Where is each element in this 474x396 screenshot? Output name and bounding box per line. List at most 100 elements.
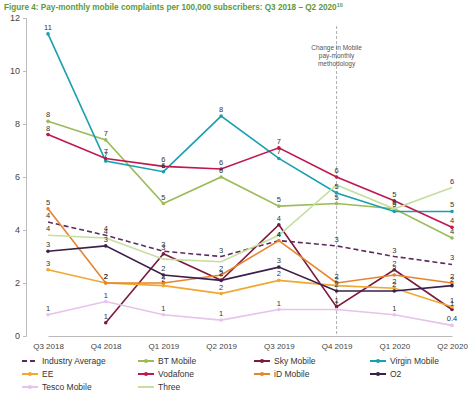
legend-item: O2 — [370, 369, 402, 379]
annotation-text: Change in Mobilepay-monthlymethodology — [311, 44, 362, 68]
series-marker — [277, 223, 281, 227]
chart-svg: Figure 4: Pay-monthly mobile complaints … — [0, 0, 474, 396]
data-label: 4 — [277, 214, 281, 223]
series-line — [48, 185, 452, 262]
legend-item: Vodafone — [138, 369, 194, 379]
y-tick-mark — [23, 177, 26, 178]
data-label: 2 — [161, 272, 165, 281]
data-label: 3 — [46, 259, 50, 268]
data-label: 7 — [277, 147, 281, 156]
x-axis: Q3 2018Q4 2018Q1 2019Q2 2019Q3 2019Q4 20… — [33, 337, 468, 351]
legend-label: Three — [158, 382, 180, 392]
series-marker — [162, 202, 166, 206]
series-marker — [104, 300, 108, 304]
y-tick: 10 — [10, 66, 26, 76]
series-marker — [450, 210, 454, 214]
legend-label: iD Mobile — [274, 369, 310, 379]
data-label: 5 — [46, 198, 50, 207]
data-label: 7 — [104, 129, 108, 138]
series-marker — [335, 308, 339, 312]
x-tick: Q1 2019 — [149, 342, 180, 351]
legend-swatch — [22, 360, 38, 362]
y-tick-mark — [23, 124, 26, 125]
x-axis-line — [49, 336, 453, 337]
y-tick-label: 12 — [10, 13, 20, 23]
legend-swatch — [138, 360, 154, 362]
data-label: 5 — [392, 200, 396, 209]
series-marker — [162, 170, 166, 174]
legend-marker — [28, 372, 32, 376]
series-marker — [277, 308, 281, 312]
data-label: 2 — [450, 275, 454, 284]
data-label: 3 — [46, 240, 50, 249]
x-tick: Q4 2018 — [91, 342, 122, 351]
legend-marker — [260, 359, 264, 363]
data-label: 5 — [334, 193, 338, 202]
data-label: 5 — [334, 182, 338, 191]
x-tick: Q2 2019 — [206, 342, 237, 351]
data-label: 6 — [219, 166, 223, 175]
x-tick: Q4 2019 — [322, 342, 353, 351]
series-marker — [392, 289, 396, 293]
data-label: 4 — [450, 227, 454, 236]
series-marker — [219, 175, 223, 179]
series-marker — [392, 313, 396, 317]
x-tick: Q3 2019 — [264, 342, 295, 351]
series-marker — [104, 321, 108, 325]
data-label: 5 — [450, 200, 454, 209]
series-marker — [277, 239, 281, 243]
y-tick-mark — [23, 283, 26, 284]
legend-label: EE — [42, 369, 54, 379]
y-tick-mark — [23, 336, 26, 337]
data-label: 1 — [392, 304, 396, 313]
series-marker — [277, 279, 281, 283]
series-marker — [162, 252, 166, 256]
data-label: 2 — [219, 269, 223, 278]
data-label: 2 — [392, 264, 396, 273]
legend-swatch — [370, 360, 386, 362]
data-label: 7 — [104, 147, 108, 156]
data-label: 3 — [219, 246, 223, 255]
y-tick-mark — [23, 18, 26, 19]
data-label: 2 — [161, 264, 165, 273]
data-label: 4 — [46, 211, 50, 220]
legend-swatch — [370, 373, 386, 375]
x-tick-label: Q2 2019 — [206, 342, 237, 351]
data-label: 2 — [334, 280, 338, 289]
data-label: 5 — [392, 190, 396, 199]
legend-label: Virgin Mobile — [390, 356, 439, 366]
y-axis: 024681012 — [10, 13, 27, 341]
legend-label: Industry Average — [42, 356, 106, 366]
x-tick-label: Q4 2018 — [91, 342, 122, 351]
series-marker — [104, 138, 108, 142]
legend-swatch — [22, 373, 38, 375]
series-marker — [219, 292, 223, 296]
series-line — [106, 225, 452, 323]
data-label: 4 — [46, 224, 50, 233]
data-label: 1 — [277, 299, 281, 308]
legend-swatch — [138, 373, 154, 375]
data-label: 11 — [44, 23, 52, 32]
series-line — [48, 34, 452, 212]
annotation: Change in Mobilepay-monthlymethodology — [311, 26, 362, 336]
legend-label: O2 — [390, 369, 402, 379]
title: Figure 4: Pay-monthly mobile complaints … — [4, 2, 343, 12]
legend-item: Three — [138, 382, 180, 392]
data-label: 1 — [46, 304, 50, 313]
y-tick-mark — [23, 71, 26, 72]
data-label: 8 — [46, 110, 50, 119]
legend-label: Tesco Mobile — [42, 382, 92, 392]
legend-swatch — [138, 386, 154, 388]
legend-label: BT Mobile — [158, 356, 196, 366]
series-marker — [46, 268, 50, 272]
legend: Industry AverageBT MobileSky MobileVirgi… — [22, 356, 439, 392]
series-marker — [335, 175, 339, 179]
series-marker — [392, 273, 396, 277]
legend-item: BT Mobile — [138, 356, 196, 366]
data-labels: 4433433387565554132412111768755532222221… — [44, 23, 457, 324]
x-tick: Q2 2020 — [437, 342, 468, 351]
y-tick: 8 — [15, 119, 26, 129]
title-note: 10 — [337, 2, 343, 8]
series-line — [48, 135, 452, 228]
series-marker — [46, 249, 50, 253]
